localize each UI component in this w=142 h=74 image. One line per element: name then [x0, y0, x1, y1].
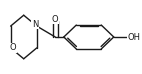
- Text: O: O: [10, 43, 16, 52]
- Text: O: O: [52, 15, 59, 24]
- Text: N: N: [32, 20, 38, 29]
- Text: OH: OH: [128, 32, 141, 42]
